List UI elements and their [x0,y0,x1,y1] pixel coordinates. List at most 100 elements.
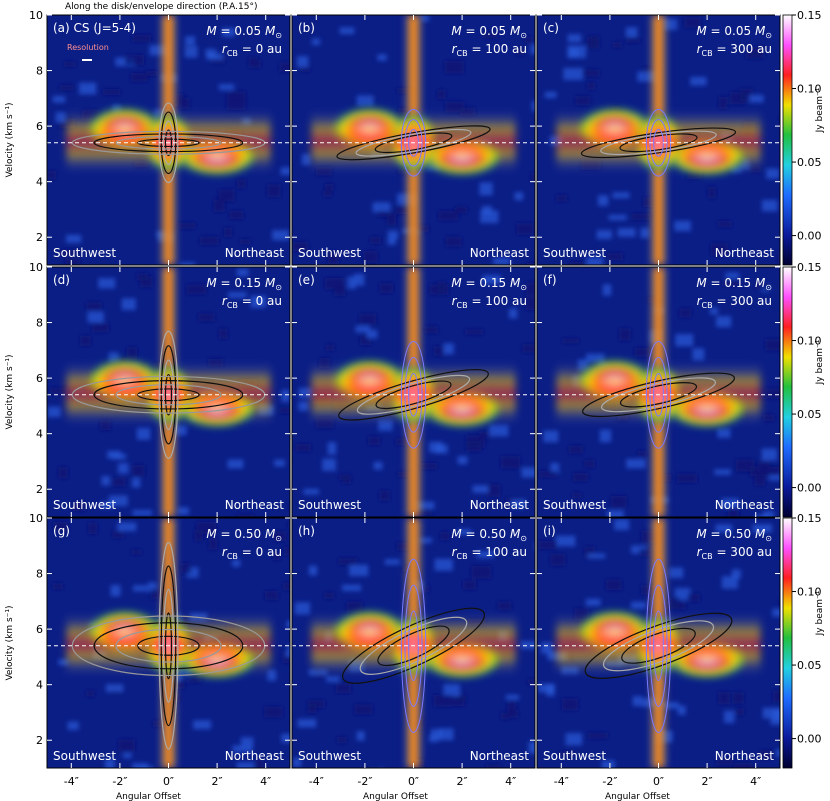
model-contours [581,340,736,449]
y-tick-label: 4 [36,176,43,189]
model-rcb-label: rCB = 300 au [697,294,772,310]
model-mass-label: M = 0.15 M⊙ [206,276,282,292]
panel-label: (h) [298,524,315,538]
x-axis-label: Angular Offset [363,792,428,801]
x-tick-label: -4″ [554,775,569,788]
panel-label: (g) [53,524,70,538]
panel-label: (c) [543,21,559,35]
x-axis-label: Angular Offset [116,792,181,801]
corner-label-southwest: Southwest [53,246,116,260]
model-rcb-label: rCB = 0 au [222,294,282,310]
pv-panel: (g) M = 0.50 M⊙ rCB = 0 au Southwest Northea… [46,517,291,769]
panel-label: (d) [53,273,70,287]
y-axis-label: Velocity (km s⁻¹) [5,354,15,429]
model-mass-label: M = 0.15 M⊙ [451,276,527,292]
x-axis-label: Angular Offset [605,792,670,801]
model-mass-label: M = 0.05 M⊙ [206,24,282,40]
y-tick-label: 4 [36,428,43,441]
corner-label-southwest: Southwest [543,749,606,763]
colorbar [782,14,793,266]
y-tick-label: 8 [36,317,43,330]
model-mass-label: M = 0.50 M⊙ [206,527,282,543]
colorbar-tick-label: 0.10 [797,586,822,599]
panel-grid: (a) CS (J=5-4) Resolution M = 0.05 M⊙ rCB =… [46,14,781,769]
corner-label-northeast: Northeast [225,498,285,512]
colorbar-tick-label: 0.15 [797,261,822,274]
corner-label-northeast: Northeast [470,498,530,512]
model-rcb-label: rCB = 100 au [452,294,527,310]
pv-panel: (b) M = 0.05 M⊙ rCB = 100 au Southwest North… [291,14,536,266]
colorbar-tick-label: 0.15 [797,512,822,525]
x-tick-label: -2″ [112,775,127,788]
colorbar-tick-label: 0.00 [797,482,822,495]
pv-panel: (d) M = 0.15 M⊙ rCB = 0 au Southwest Northea… [46,266,291,518]
corner-label-northeast: Northeast [715,749,775,763]
corner-label-northeast: Northeast [715,246,775,260]
model-mass-label: M = 0.50 M⊙ [451,527,527,543]
y-tick-label: 6 [36,372,43,385]
x-tick-label: 0″ [163,775,174,788]
corner-label-southwest: Southwest [53,749,116,763]
colorbar-tick-label: 0.15 [797,9,822,22]
pv-panel: (a) CS (J=5-4) Resolution M = 0.05 M⊙ rCB =… [46,14,291,266]
colorbars: 0.15 0.10 0.05 0.00 Jy beam⁻¹ 0.15 0.10 0.05 0.0… [782,9,825,769]
model-rcb-label: rCB = 0 au [222,42,282,58]
x-tick-label: 4″ [750,775,761,788]
corner-label-southwest: Southwest [543,498,606,512]
observed-emission [311,267,516,517]
x-tick-label: 2″ [212,775,223,788]
model-mass-label: M = 0.05 M⊙ [696,24,772,40]
y-tick-label: 10 [29,9,43,22]
corner-label-southwest: Southwest [53,498,116,512]
y-axis-label: Velocity (km s⁻¹) [5,102,15,177]
colorbar-tick-label: 0.05 [797,659,822,672]
model-rcb-label: rCB = 0 au [222,545,282,561]
colorbar [782,266,793,518]
model-rcb-label: rCB = 100 au [452,42,527,58]
y-tick-label: 8 [36,65,43,78]
x-tick-label: -2″ [602,775,617,788]
pv-panel: (e) M = 0.15 M⊙ rCB = 100 au Southwest North… [291,266,536,518]
colorbar-tick-label: 0.00 [797,733,822,746]
corner-label-southwest: Southwest [298,246,361,260]
model-mass-label: M = 0.05 M⊙ [451,24,527,40]
model-rcb-label: rCB = 100 au [452,545,527,561]
y-tick-label: 2 [36,734,43,747]
panel-label: (i) [543,524,556,538]
y-tick-label: 10 [29,512,43,525]
colorbar-tick-label: 0.05 [797,408,822,421]
y-tick-label: 6 [36,623,43,636]
x-tick-label: -2″ [357,775,372,788]
panel-label: (e) [298,273,315,287]
pv-panel: (c) M = 0.05 M⊙ rCB = 300 au Southwest North… [536,14,781,266]
x-tick-label: 4″ [260,775,271,788]
y-tick-labels: 2 4 6 8 10 2 4 6 8 10 2 4 6 8 10 [29,9,43,747]
y-axis-labels: Velocity (km s⁻¹) Velocity (km s⁻¹) Veloci… [5,102,15,680]
corner-label-northeast: Northeast [470,749,530,763]
x-tick-label: 0″ [408,775,419,788]
colorbar-tick-label: 0.00 [797,230,822,243]
x-tick-label: 2″ [457,775,468,788]
colorbar-tick-label: 0.10 [797,335,822,348]
x-tick-label: 4″ [505,775,516,788]
x-tick-labels: -4″ -2″ 0″ 2″ 4″ -4″ -2″ 0″ 2″ 4″ -4″ -2″ 0″ 2″ 4″ [64,775,761,788]
observed-emission [556,15,761,265]
pv-panel: (f) M = 0.15 M⊙ rCB = 300 au Southwest North… [536,266,781,518]
model-mass-label: M = 0.50 M⊙ [696,527,772,543]
pv-panel: (i) M = 0.50 M⊙ rCB = 300 au Southwest North… [536,517,781,769]
colorbar-label: Jy beam⁻¹ [815,590,825,636]
corner-label-northeast: Northeast [225,246,285,260]
panel-label: (f) [543,273,557,287]
model-contours [580,108,737,177]
corner-label-northeast: Northeast [225,749,285,763]
x-tick-label: 0″ [653,775,664,788]
panel-label: (b) [298,21,315,35]
noise-field [295,273,535,515]
y-axis-label: Velocity (km s⁻¹) [5,605,15,680]
pv-panel: (h) M = 0.50 M⊙ rCB = 100 au Southwest North… [291,517,536,769]
corner-label-southwest: Southwest [543,246,606,260]
y-tick-label: 6 [36,120,43,133]
panel-label: (a) CS (J=5-4) [53,21,136,35]
x-tick-label: -4″ [309,775,324,788]
